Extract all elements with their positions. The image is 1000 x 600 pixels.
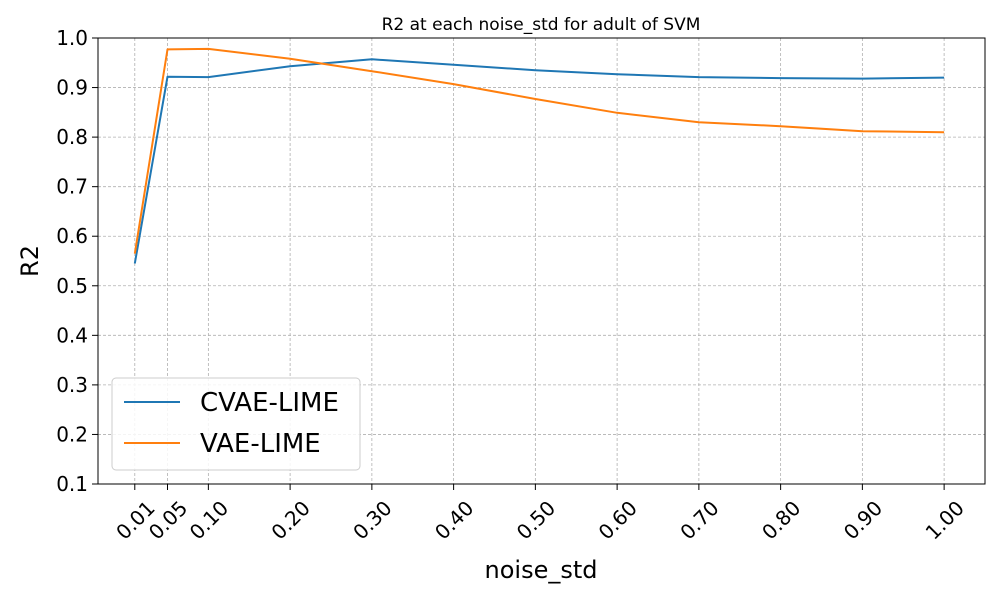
legend-label-cvae-lime: CVAE-LIME: [200, 388, 339, 418]
y-tick-label: 0.4: [56, 323, 88, 347]
series-line-cvae-lime: [133, 58, 945, 264]
legend: CVAE-LIME VAE-LIME: [111, 377, 361, 471]
y-tick-label: 0.7: [56, 175, 88, 199]
y-tick-label: 0.3: [56, 373, 88, 397]
y-tick-label: 1.0: [56, 26, 88, 50]
series-layer: [133, 47, 945, 264]
y-tick-label: 0.5: [56, 274, 88, 298]
y-tick-label: 0.2: [56, 422, 88, 446]
x-axis-label: noise_std: [485, 556, 598, 584]
y-tick-label: 0.6: [56, 224, 88, 248]
series-line-vae-lime: [133, 47, 945, 254]
plot-frame: [97, 37, 986, 485]
y-tick-label: 0.8: [56, 125, 88, 149]
y-tick-label: 0.9: [56, 76, 88, 100]
legend-label-vae-lime: VAE-LIME: [200, 429, 321, 459]
y-tick-label: 0.1: [56, 472, 88, 496]
y-axis-label: R2: [16, 245, 44, 277]
chart-title: R2 at each noise_std for adult of SVM: [382, 15, 701, 35]
